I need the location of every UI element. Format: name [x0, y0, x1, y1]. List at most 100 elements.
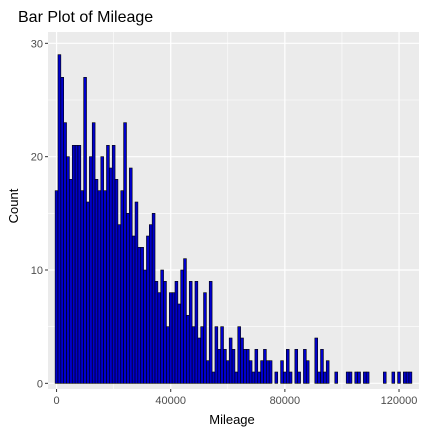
bar — [69, 179, 73, 384]
bar — [188, 281, 193, 384]
bar — [200, 326, 204, 384]
bar — [251, 371, 256, 384]
bar — [143, 269, 147, 384]
bar — [177, 303, 182, 384]
bar — [246, 349, 250, 384]
bar — [126, 213, 130, 384]
bar — [154, 281, 159, 384]
bar — [303, 349, 307, 384]
bar — [231, 349, 236, 384]
bar — [254, 349, 259, 384]
bar — [228, 337, 233, 384]
y-tick-label: 0 — [37, 378, 43, 390]
chart-title: Bar Plot of Mileage — [18, 9, 153, 26]
bar — [103, 190, 107, 384]
bar — [274, 371, 279, 384]
bar — [317, 371, 321, 384]
bar — [226, 360, 230, 384]
y-tick-label: 20 — [31, 152, 43, 164]
bar — [294, 349, 299, 384]
bar — [80, 190, 84, 384]
bar — [348, 371, 353, 384]
bar — [357, 371, 361, 384]
bar — [157, 292, 162, 384]
bar — [66, 156, 70, 384]
x-tick-label: 80000 — [270, 395, 301, 407]
bar — [405, 371, 410, 384]
bar — [100, 156, 104, 384]
bar — [203, 292, 207, 384]
bar — [403, 371, 407, 384]
bar — [408, 371, 413, 384]
bar — [174, 281, 179, 384]
bar — [114, 179, 119, 384]
x-axis-title: Mileage — [209, 412, 255, 427]
bar — [120, 190, 124, 384]
bar — [91, 122, 96, 384]
bar — [297, 371, 301, 384]
bar — [111, 145, 116, 384]
bar — [197, 337, 201, 384]
bar — [283, 371, 287, 384]
bar — [129, 167, 133, 384]
bar — [180, 269, 184, 384]
bar — [320, 349, 324, 384]
bar — [186, 315, 190, 384]
bar — [206, 360, 210, 384]
bar — [191, 326, 196, 384]
bar — [363, 371, 367, 384]
bar — [214, 326, 219, 384]
bar — [323, 371, 327, 384]
bar — [305, 360, 310, 384]
bar — [391, 371, 396, 384]
bar — [134, 201, 139, 384]
x-axis: 0 40000 80000 120000 — [53, 389, 417, 407]
plot-panel — [48, 32, 419, 389]
bar — [168, 292, 173, 384]
bar — [77, 145, 82, 384]
bar — [260, 360, 264, 384]
bar — [285, 349, 290, 384]
bar — [288, 371, 293, 384]
bar — [263, 349, 267, 384]
y-axis: 0 10 20 30 — [31, 38, 48, 390]
bar — [71, 145, 76, 384]
bar — [54, 190, 59, 384]
bar — [149, 224, 153, 384]
bar — [208, 281, 213, 384]
bar — [183, 258, 187, 384]
bar — [354, 371, 358, 384]
bar — [334, 371, 338, 384]
bar — [151, 213, 156, 384]
bar — [257, 371, 261, 384]
bar — [97, 190, 102, 384]
bar — [89, 156, 93, 384]
bar — [57, 54, 62, 384]
y-tick-label: 10 — [31, 265, 43, 277]
bar — [123, 122, 127, 384]
y-axis-title: Count — [6, 188, 21, 223]
bar — [345, 371, 350, 384]
bar — [83, 77, 87, 384]
bar — [223, 349, 227, 384]
bar — [140, 247, 144, 384]
bar — [117, 224, 122, 384]
x-tick-label: 40000 — [155, 395, 186, 407]
bar — [106, 145, 110, 384]
x-tick-label: 0 — [53, 395, 59, 407]
bar — [211, 371, 216, 384]
bar — [109, 167, 113, 384]
bar — [243, 349, 247, 384]
bar — [266, 360, 270, 384]
bar — [217, 349, 221, 384]
bar — [268, 360, 273, 384]
bar — [131, 235, 136, 384]
bar — [146, 235, 150, 384]
bar — [60, 77, 64, 384]
bar — [166, 326, 170, 384]
bar — [194, 281, 199, 384]
bar — [63, 122, 67, 384]
bar — [74, 145, 79, 384]
bar — [383, 371, 387, 384]
